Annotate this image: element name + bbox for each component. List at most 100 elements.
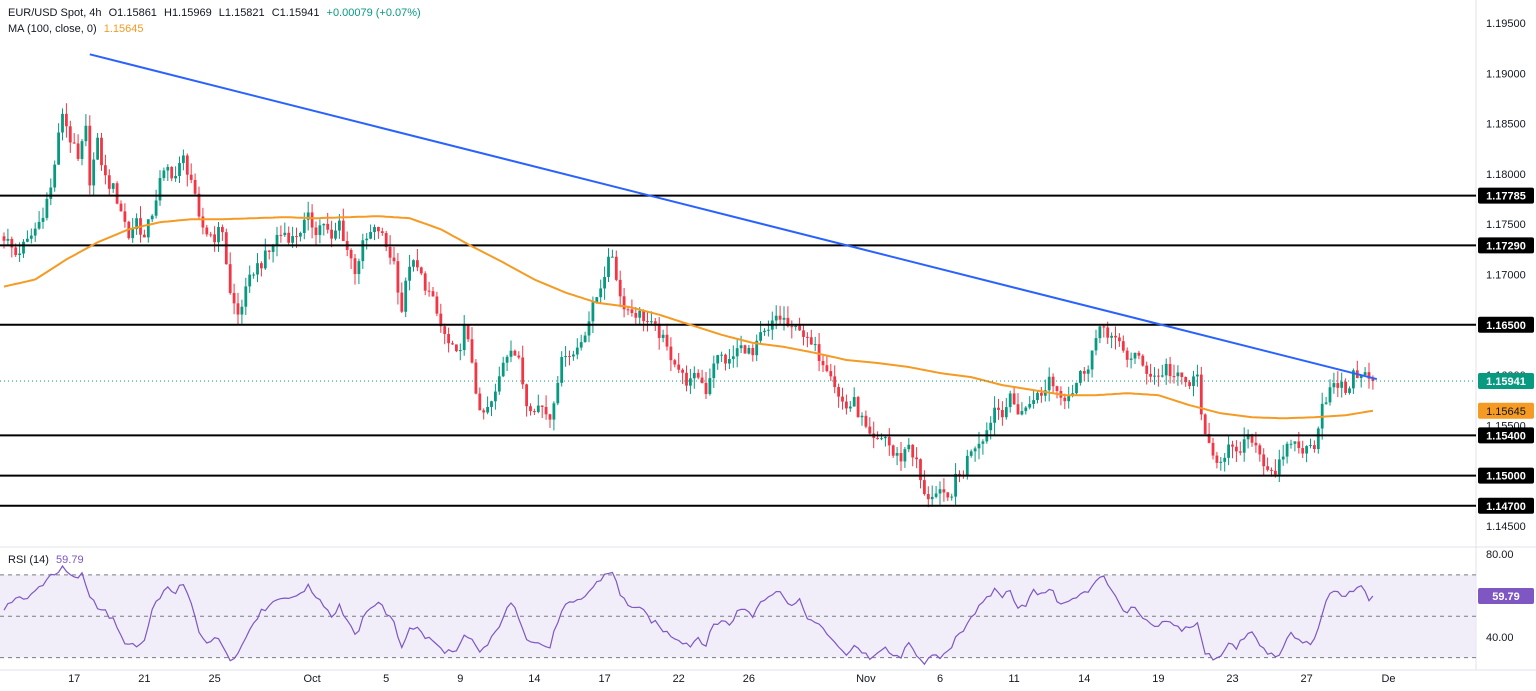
candle-body: [115, 183, 119, 204]
candle: [396, 253, 400, 305]
candle: [841, 387, 844, 410]
candle-body: [240, 306, 244, 315]
level-price-label: 1.14700: [1486, 501, 1526, 513]
candle: [751, 344, 755, 362]
candle-body: [1266, 466, 1269, 470]
candle: [864, 410, 868, 429]
candle: [37, 211, 41, 230]
candle: [607, 248, 610, 282]
candle: [724, 353, 727, 371]
candle: [166, 164, 170, 181]
candle: [1129, 352, 1133, 369]
price-axis-tick: 1.18000: [1486, 169, 1526, 181]
candle: [1059, 386, 1063, 406]
candle-body: [1118, 337, 1121, 342]
candle-body: [603, 277, 606, 289]
candle: [1301, 440, 1305, 459]
candle-body: [798, 325, 801, 331]
candle: [377, 226, 380, 239]
candle: [213, 226, 216, 252]
candle-body: [1344, 381, 1347, 393]
candle-body: [416, 260, 419, 268]
candle-body: [158, 178, 162, 201]
candle-body: [252, 274, 255, 276]
candle-body: [1098, 326, 1102, 339]
candle: [1176, 365, 1180, 386]
candle: [572, 350, 575, 361]
candle-body: [271, 245, 275, 252]
candle-body: [1246, 434, 1250, 440]
candle: [1020, 402, 1024, 416]
candle: [1309, 438, 1312, 449]
candle: [747, 344, 751, 355]
candle: [205, 224, 209, 237]
candle: [6, 228, 10, 245]
candle: [68, 120, 72, 153]
legend-high: H1.15969: [164, 7, 212, 19]
candle-body: [1297, 441, 1301, 449]
candle-body: [182, 155, 185, 164]
candle-body: [154, 200, 158, 216]
candle-body: [412, 260, 415, 267]
candle: [439, 303, 443, 333]
candle-body: [18, 253, 21, 256]
candle: [1235, 440, 1238, 463]
candle-body: [263, 250, 267, 269]
candle: [334, 222, 337, 241]
candle-body: [41, 217, 45, 222]
candle-body: [735, 348, 739, 357]
candle: [1242, 427, 1246, 462]
candle: [1098, 325, 1102, 344]
candle-body: [1090, 350, 1094, 370]
candle-body: [1281, 456, 1285, 460]
candle: [49, 178, 53, 206]
candle-body: [1289, 443, 1293, 445]
candle-body: [486, 406, 489, 413]
time-axis-tick: 17: [598, 673, 610, 685]
candle: [802, 325, 805, 346]
candle: [778, 305, 782, 326]
candle-body: [1316, 428, 1320, 450]
candle-body: [1223, 457, 1227, 462]
candle-body: [1219, 461, 1223, 463]
candle: [1043, 379, 1047, 402]
candle-body: [973, 448, 977, 452]
candle-body: [825, 365, 829, 372]
candle-body: [287, 232, 291, 243]
candle: [848, 400, 852, 412]
candle: [1036, 390, 1039, 404]
moving-average-line: [3, 215, 1374, 420]
candle: [490, 400, 493, 417]
candle: [365, 232, 369, 250]
candle-body: [626, 309, 630, 311]
time-axis-tick: 19: [1152, 673, 1164, 685]
candle-body: [1184, 377, 1188, 383]
candle-body: [809, 337, 813, 345]
candle-body: [150, 215, 154, 220]
candle-body: [958, 473, 961, 475]
candle: [451, 340, 454, 345]
candle: [692, 366, 696, 389]
candle-body: [6, 238, 10, 241]
level-price-tag: [1478, 427, 1534, 444]
candle-body: [408, 266, 411, 281]
candle-body: [517, 355, 521, 358]
candle-body: [833, 376, 837, 388]
candle: [466, 324, 470, 342]
candle-body: [829, 371, 833, 377]
candle: [330, 220, 333, 248]
candle-body: [934, 493, 938, 497]
candle-body: [965, 455, 969, 476]
candle-body: [178, 163, 181, 176]
candle-body: [755, 340, 759, 356]
legend-low: L1.15821: [218, 7, 265, 19]
candle: [72, 133, 76, 144]
candle-body: [111, 183, 115, 189]
candle: [763, 328, 766, 336]
candle: [973, 446, 977, 462]
candle-body: [318, 225, 322, 236]
candle: [349, 248, 353, 270]
candle: [146, 219, 150, 243]
candle-body: [817, 344, 821, 361]
